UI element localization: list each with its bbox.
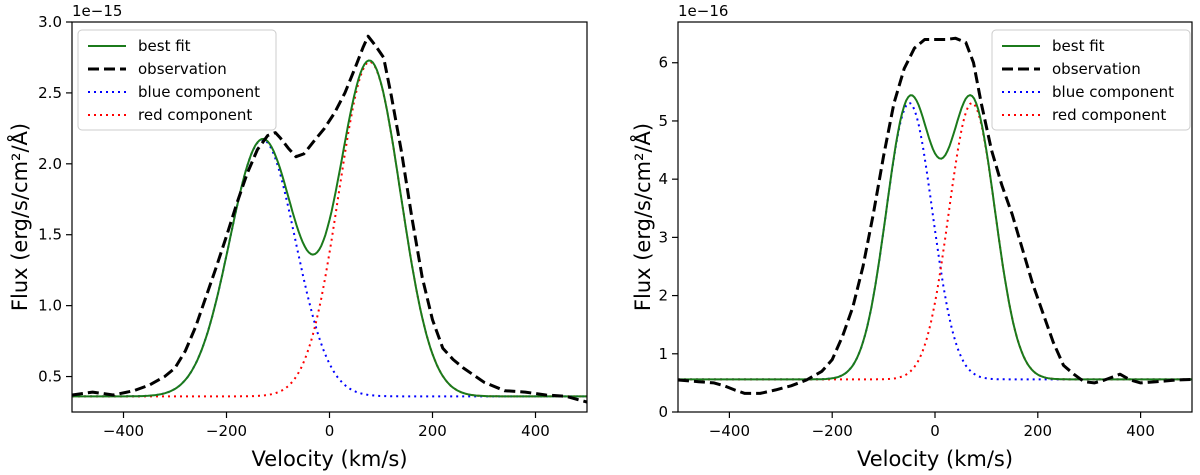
legend-box — [991, 29, 1191, 131]
y-tick-label: 1.5 — [38, 226, 62, 244]
series-line-best-fit — [72, 59, 587, 398]
legend-label: blue component — [138, 83, 260, 101]
series-group — [678, 36, 1192, 395]
y-tick-label: 5 — [658, 112, 668, 130]
offset-label: 1e−16 — [678, 2, 728, 20]
legend: best fit observation blue component red com… — [991, 29, 1191, 131]
legend-box — [77, 29, 277, 131]
y-tick-label: 6 — [658, 54, 668, 72]
series-line-blue-component — [72, 138, 587, 398]
chart-panel-2: −400 −200 0 200 400 0 1 2 3 4 5 6 1e−16 Velocity (km/… — [629, 2, 1193, 471]
x-axis-label: Velocity (km/s) — [857, 447, 1013, 471]
series-line-observation — [72, 34, 587, 404]
y-tick-label: 1 — [658, 345, 668, 363]
legend: best fit observation blue component red com… — [77, 29, 277, 131]
y-tick-label: 1.0 — [38, 297, 62, 315]
legend-label: observation — [1052, 60, 1141, 78]
legend-label: red component — [138, 106, 252, 124]
legend-label: best fit — [138, 37, 191, 55]
chart-panel-1: −400 −200 0 200 400 0.5 1.0 1.5 2.0 2.5 3.0 1e−15 Ve… — [6, 2, 588, 471]
y-tick-label: 4 — [658, 170, 668, 188]
x-tick-label: 200 — [418, 422, 447, 440]
x-tick-label: 400 — [521, 422, 550, 440]
x-axis-label: Velocity (km/s) — [251, 447, 407, 471]
series-line-observation — [678, 36, 1192, 395]
y-axis-label: Flux (erg/s/cm²/Å) — [629, 123, 655, 311]
y-axis-label: Flux (erg/s/cm²/Å) — [6, 123, 32, 311]
y-tick-label: 0 — [658, 403, 668, 421]
legend-label: blue component — [1052, 83, 1174, 101]
y-tick-label: 0.5 — [38, 368, 62, 386]
x-tick-label: 0 — [325, 422, 335, 440]
y-tick-label: 2 — [658, 287, 668, 305]
series-line-blue-component — [678, 102, 1192, 381]
x-tick-label: −400 — [709, 422, 750, 440]
legend-label: best fit — [1052, 37, 1105, 55]
offset-label: 1e−15 — [72, 2, 122, 20]
legend-label: observation — [138, 60, 227, 78]
y-tick-label: 3.0 — [38, 13, 62, 31]
y-tick-label: 2.0 — [38, 155, 62, 173]
x-tick-label: −400 — [103, 422, 144, 440]
series-group — [72, 34, 587, 404]
series-line-red-component — [678, 101, 1192, 381]
x-tick-label: 200 — [1023, 422, 1052, 440]
y-tick-label: 3 — [658, 228, 668, 246]
x-tick-label: −200 — [812, 422, 853, 440]
y-tick-label: 2.5 — [38, 84, 62, 102]
x-tick-label: 0 — [930, 422, 940, 440]
legend-label: red component — [1052, 106, 1166, 124]
series-line-red-component — [72, 60, 587, 398]
x-tick-label: 400 — [1126, 422, 1155, 440]
x-tick-label: −200 — [206, 422, 247, 440]
